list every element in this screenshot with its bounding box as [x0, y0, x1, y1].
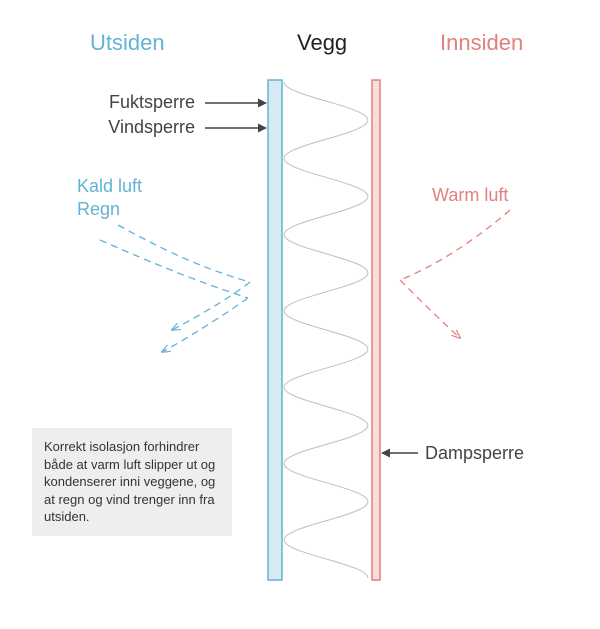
insulation-wave: [284, 82, 368, 578]
label-fuktsperre: Fuktsperre: [109, 92, 195, 113]
cold-air-curve-2-in: [100, 240, 248, 298]
header-inside: Innsiden: [440, 30, 523, 56]
label-dampsperre: Dampsperre: [425, 443, 524, 464]
header-wall: Vegg: [297, 30, 347, 56]
label-vindsperre: Vindsperre: [108, 117, 195, 138]
header-outside: Utsiden: [90, 30, 165, 56]
label-kald-luft: Kald luft: [77, 176, 142, 197]
diagram-stage: Utsiden Vegg Innsiden Fuktsperre Vindspe…: [0, 0, 600, 629]
warm-air-curve-out: [400, 280, 460, 338]
cold-air-curve-2-out: [162, 298, 248, 352]
cold-air-curve-1-out: [172, 282, 250, 330]
label-regn: Regn: [77, 199, 120, 220]
warm-air-curve-in: [400, 210, 510, 280]
annotation-box: Korrekt isolasjon forhindrer både at var…: [32, 428, 232, 536]
label-warm-luft: Warm luft: [432, 185, 508, 206]
cold-air-curve-1-in: [118, 225, 250, 282]
inner-membrane: [372, 80, 380, 580]
outer-membrane: [268, 80, 282, 580]
annotation-text: Korrekt isolasjon forhindrer både at var…: [44, 439, 215, 524]
